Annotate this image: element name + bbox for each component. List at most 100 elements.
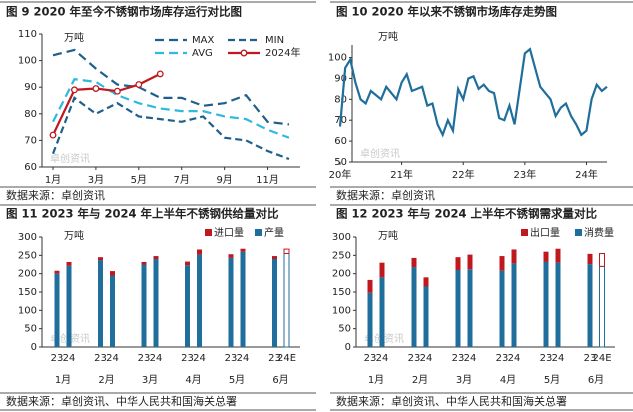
bar-segment	[367, 292, 373, 347]
bar-segment	[66, 265, 72, 347]
group-label: 4月	[500, 374, 516, 386]
line-series	[338, 47, 608, 138]
x-tick-label: 7月	[174, 174, 190, 186]
bar-segment	[240, 248, 246, 252]
line-series	[52, 72, 161, 136]
bar-segment	[110, 275, 115, 347]
legend-label: 消费量	[584, 226, 614, 239]
bar-segment	[555, 248, 561, 263]
x-tick-label: 23	[181, 353, 194, 364]
x-tick-label: 24	[376, 353, 389, 364]
bar-segment	[228, 257, 234, 347]
bar-segment	[228, 254, 234, 258]
x-tick-label: 23	[364, 353, 377, 364]
y-tick-label: 50	[334, 157, 347, 168]
unit-label: 万吨	[64, 31, 84, 44]
bar-segment	[54, 270, 60, 274]
x-tick-label: 24	[150, 353, 163, 364]
x-tick-label: 3月	[88, 174, 104, 186]
y-tick-label: 90	[24, 82, 37, 93]
bar-segment	[599, 253, 605, 267]
y-tick-label: 50	[24, 324, 37, 335]
x-tick-label: 24E	[592, 353, 611, 364]
bar-segment	[272, 256, 277, 259]
y-tick-label: 90	[334, 73, 347, 84]
line-series	[52, 78, 290, 139]
x-tick-label: 23	[540, 353, 553, 364]
group-label: 1月	[368, 374, 384, 386]
bar-segment	[379, 277, 385, 347]
bar-segment	[499, 256, 505, 271]
bar-segment	[379, 262, 385, 278]
bar-segment	[197, 254, 202, 347]
source-note: 数据来源：卓创资讯	[336, 188, 435, 202]
chart-title: 图 10 2020 年以来不锈钢市场库存走势图	[336, 5, 557, 19]
bar-segment	[467, 254, 473, 270]
y-tick-label: 0	[345, 342, 351, 353]
point	[92, 85, 100, 92]
x-tick-label: 5月	[131, 174, 147, 186]
y-tick-label: 60	[24, 162, 37, 173]
bar-segment	[141, 264, 147, 347]
unit-label: 万吨	[64, 229, 84, 242]
point	[113, 87, 121, 95]
y-tick-label: 150	[332, 287, 351, 298]
bar-segment	[411, 267, 417, 347]
point	[135, 81, 143, 88]
y-tick-label: 300	[332, 232, 351, 243]
bar-segment	[587, 264, 593, 347]
line-series	[52, 48, 290, 126]
chart-title: 图 12 2023 年与 2024 上半年不锈钢需求量对比	[336, 207, 598, 221]
legend-swatch	[521, 229, 528, 236]
bar-segment	[587, 253, 593, 265]
x-tick-label: 23	[496, 353, 509, 364]
x-tick-label: 23	[584, 353, 597, 364]
point	[71, 86, 78, 94]
bar-segment	[153, 259, 159, 347]
y-tick-label: 300	[18, 232, 37, 243]
source-note: 数据来源：卓创资讯、中华人民共和国海关总署	[336, 394, 567, 408]
legend-label: 出口量	[530, 226, 560, 239]
x-tick-label: 23年	[513, 168, 536, 181]
point	[156, 70, 164, 78]
x-tick-label: 24年	[575, 168, 598, 181]
x-tick-label: 24	[237, 353, 250, 364]
bar-segment	[367, 279, 373, 293]
bar-segment	[599, 265, 605, 348]
y-tick-label: 250	[332, 250, 351, 261]
bar-segment	[543, 261, 549, 347]
y-tick-label: 50	[338, 324, 351, 335]
y-tick-label: 250	[18, 250, 37, 261]
legend-swatch	[575, 229, 582, 236]
x-tick-label: 20年	[329, 168, 352, 181]
x-tick-label: 24	[508, 353, 521, 364]
legend-swatch	[205, 229, 212, 236]
legend-label: 产量	[264, 226, 284, 239]
bar-segment	[272, 259, 277, 347]
x-tick-label: 23	[51, 353, 64, 364]
y-tick-label: 100	[332, 305, 351, 316]
x-tick-label: 23	[225, 353, 238, 364]
y-tick-label: 200	[332, 269, 351, 280]
bar-segment	[499, 270, 505, 347]
source-note: 数据来源：卓创资讯、中华人民共和国海关总署	[6, 394, 237, 408]
x-tick-label: 24	[464, 353, 477, 364]
legend-label: MIN	[265, 35, 284, 46]
bar-segment	[283, 248, 290, 255]
x-tick-label: 24	[193, 353, 206, 364]
unit-label: 万吨	[378, 229, 398, 242]
chart-title: 图 9 2020 年至今不锈钢市场库存运行对比图	[6, 5, 242, 19]
x-tick-label: 24	[552, 353, 565, 364]
x-tick-label: 23	[452, 353, 465, 364]
group-label: 5月	[229, 374, 245, 386]
y-tick-label: 70	[24, 135, 37, 146]
bar-segment	[511, 263, 517, 347]
group-label: 4月	[185, 374, 201, 386]
legend-label: 2024年	[265, 46, 300, 59]
bar-segment	[543, 251, 549, 262]
x-tick-label: 1月	[45, 174, 61, 186]
point	[49, 131, 57, 139]
group-label: 3月	[456, 374, 472, 386]
y-tick-label: 100	[18, 56, 37, 67]
